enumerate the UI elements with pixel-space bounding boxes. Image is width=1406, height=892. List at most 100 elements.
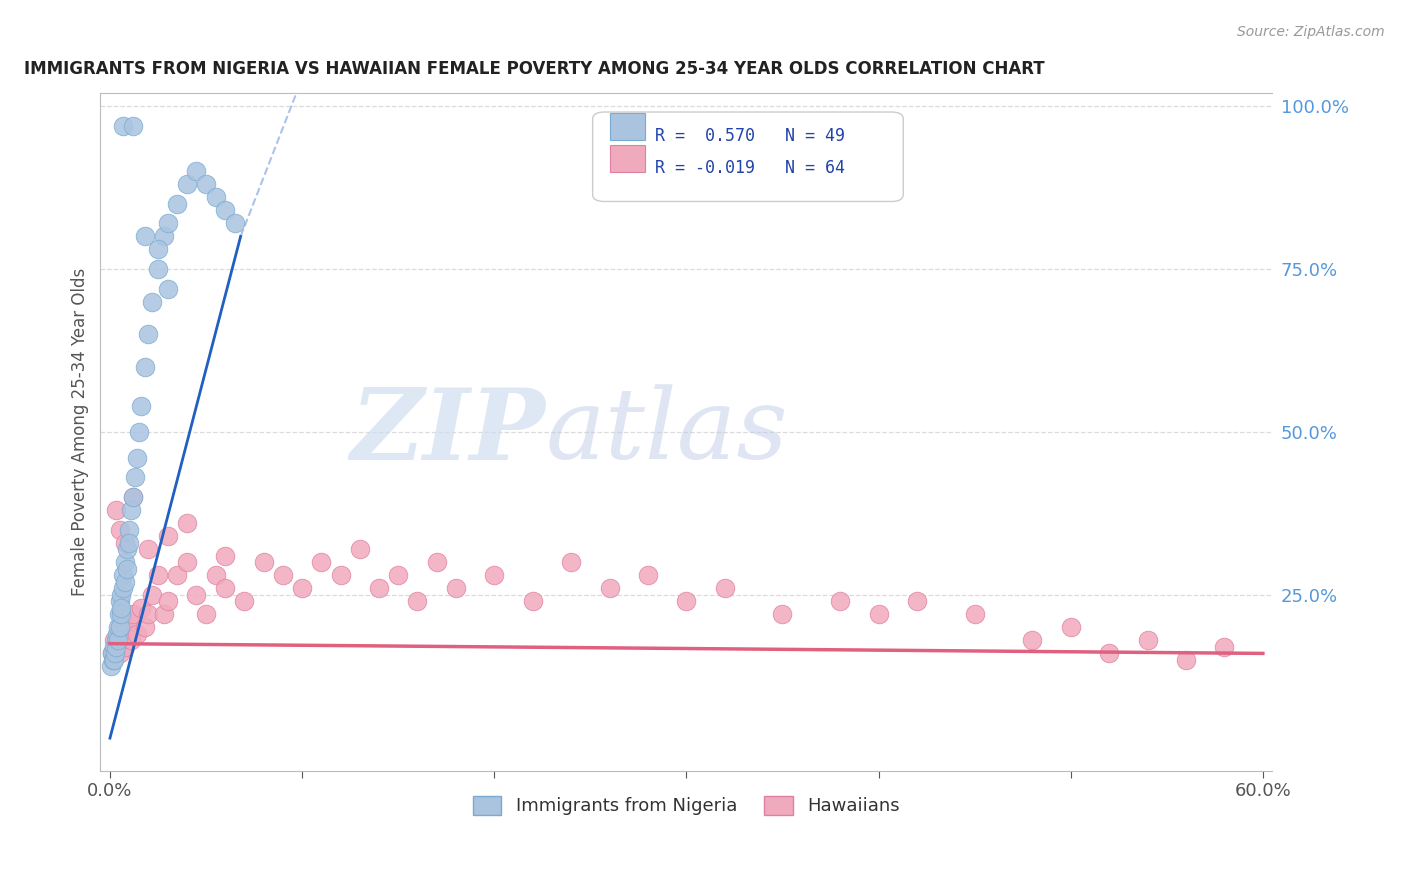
Point: [105, 627, 128, 641]
Text: ZIP: ZIP: [350, 384, 546, 480]
Point: [118, 614, 141, 628]
Point: [963, 607, 986, 622]
Point: [110, 633, 132, 648]
Point: [122, 490, 145, 504]
Text: R = -0.019   N = 64: R = -0.019 N = 64: [655, 159, 845, 177]
Point: [110, 607, 132, 622]
Point: [830, 594, 852, 608]
Point: [108, 647, 131, 661]
Point: [108, 594, 131, 608]
Point: [103, 640, 125, 654]
Point: [114, 640, 136, 654]
Point: [100, 659, 122, 673]
Point: [110, 588, 132, 602]
Point: [204, 568, 226, 582]
Point: [426, 555, 449, 569]
Point: [108, 523, 131, 537]
Point: [166, 196, 188, 211]
Text: Source: ZipAtlas.com: Source: ZipAtlas.com: [1237, 25, 1385, 39]
Point: [101, 653, 124, 667]
Point: [107, 607, 129, 622]
Point: [195, 178, 218, 192]
Point: [134, 620, 156, 634]
Point: [156, 216, 179, 230]
Point: [104, 647, 127, 661]
Point: [103, 633, 125, 648]
Point: [120, 633, 142, 648]
Point: [138, 607, 160, 622]
Point: [124, 470, 146, 484]
Point: [233, 594, 256, 608]
Point: [114, 555, 136, 569]
Point: [772, 607, 794, 622]
Point: [560, 555, 582, 569]
Point: [146, 243, 169, 257]
FancyBboxPatch shape: [610, 113, 645, 140]
Point: [1175, 653, 1198, 667]
Point: [156, 281, 179, 295]
Point: [176, 516, 198, 530]
Point: [186, 588, 208, 602]
Point: [204, 190, 226, 204]
Point: [156, 529, 179, 543]
Point: [134, 229, 156, 244]
Point: [114, 535, 136, 549]
Point: [195, 607, 218, 622]
Point: [138, 542, 160, 557]
Point: [146, 262, 169, 277]
Point: [118, 523, 141, 537]
Point: [637, 568, 659, 582]
Point: [1098, 647, 1121, 661]
Legend: Immigrants from Nigeria, Hawaiians: Immigrants from Nigeria, Hawaiians: [465, 789, 907, 822]
Text: atlas: atlas: [546, 384, 789, 480]
Point: [117, 627, 139, 641]
Point: [134, 359, 156, 374]
Point: [125, 450, 148, 465]
Point: [406, 594, 429, 608]
Point: [125, 627, 148, 641]
Point: [868, 607, 890, 622]
Point: [108, 620, 131, 634]
Point: [253, 555, 276, 569]
Point: [444, 581, 467, 595]
Point: [1021, 633, 1043, 648]
Point: [1136, 633, 1159, 648]
Point: [104, 633, 127, 648]
Point: [166, 568, 188, 582]
Point: [146, 568, 169, 582]
Point: [112, 620, 135, 634]
Point: [104, 640, 127, 654]
Point: [122, 490, 145, 504]
FancyBboxPatch shape: [593, 112, 903, 202]
Text: R =  0.570   N = 49: R = 0.570 N = 49: [655, 127, 845, 145]
Point: [186, 164, 208, 178]
Point: [675, 594, 697, 608]
Point: [141, 294, 163, 309]
Point: [214, 581, 236, 595]
Text: IMMIGRANTS FROM NIGERIA VS HAWAIIAN FEMALE POVERTY AMONG 25-34 YEAR OLDS CORRELA: IMMIGRANTS FROM NIGERIA VS HAWAIIAN FEMA…: [24, 60, 1045, 78]
Point: [118, 535, 141, 549]
Point: [122, 119, 145, 133]
Point: [224, 216, 246, 230]
Point: [138, 327, 160, 342]
Point: [905, 594, 928, 608]
Point: [117, 542, 139, 557]
Y-axis label: Female Poverty Among 25-34 Year Olds: Female Poverty Among 25-34 Year Olds: [72, 268, 89, 596]
Point: [311, 555, 333, 569]
Point: [368, 581, 391, 595]
Point: [112, 119, 135, 133]
Point: [104, 503, 127, 517]
Point: [112, 581, 135, 595]
Point: [156, 594, 179, 608]
Point: [103, 653, 125, 667]
Point: [129, 600, 152, 615]
Point: [214, 203, 236, 218]
Point: [101, 647, 124, 661]
Point: [599, 581, 621, 595]
Point: [291, 581, 314, 595]
Point: [112, 568, 135, 582]
Point: [522, 594, 544, 608]
Point: [114, 574, 136, 589]
Point: [714, 581, 737, 595]
Point: [104, 640, 127, 654]
